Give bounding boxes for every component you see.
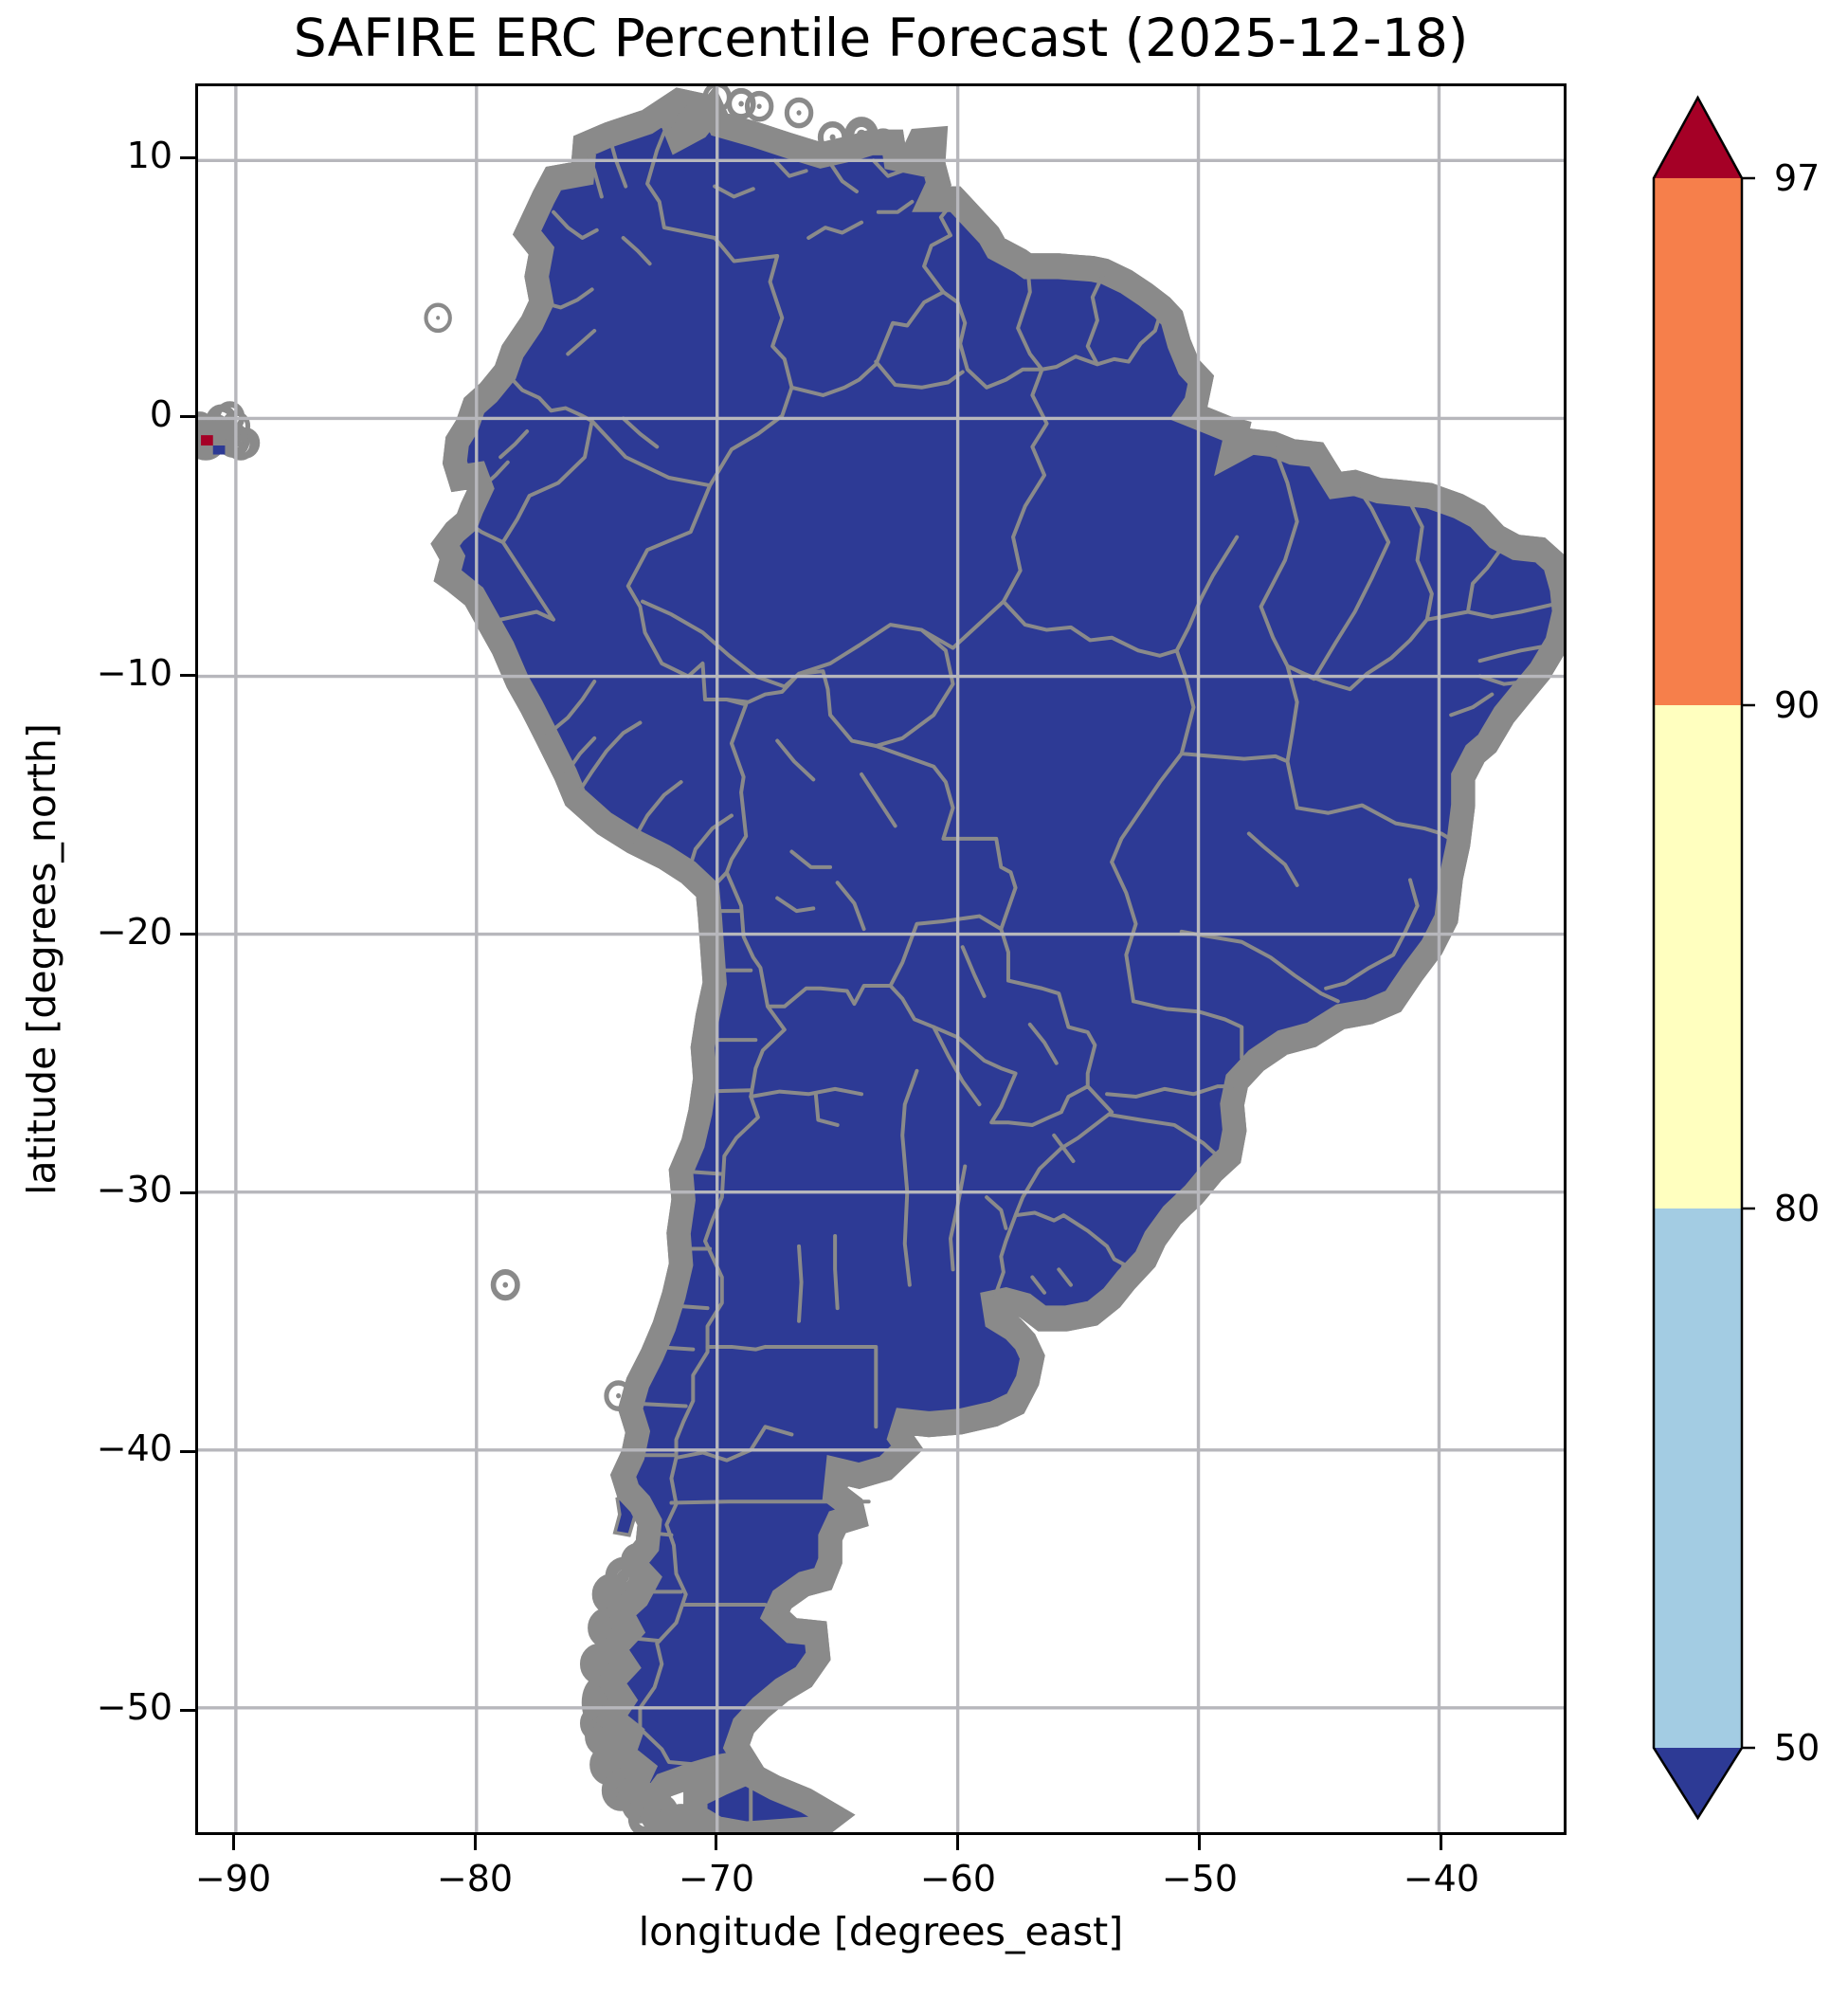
y-tick-label: −20 bbox=[96, 910, 172, 953]
x-tick-label: −50 bbox=[1161, 1858, 1239, 1899]
y-tick-label: 0 bbox=[149, 392, 172, 435]
x-tick-mark bbox=[1198, 1835, 1202, 1850]
x-tick-mark bbox=[1440, 1835, 1443, 1850]
south-america-map bbox=[198, 86, 1564, 1832]
x-tick-mark bbox=[473, 1835, 477, 1850]
y-tick-label: −50 bbox=[96, 1686, 172, 1729]
x-tick-mark bbox=[956, 1835, 960, 1850]
y-tick-mark bbox=[180, 674, 195, 678]
colorbar-tick-marks bbox=[1742, 176, 1755, 1750]
admin-boundaries bbox=[467, 104, 1555, 1832]
y-tick-label: −30 bbox=[96, 1169, 172, 1211]
x-tick-label: −80 bbox=[436, 1858, 514, 1899]
map-plot-area bbox=[195, 83, 1567, 1835]
colorbar bbox=[1652, 95, 1755, 1821]
y-tick-label: −10 bbox=[96, 651, 172, 694]
y-tick-mark bbox=[180, 1190, 195, 1194]
colorbar-segment-50-80 bbox=[1654, 1208, 1742, 1748]
y-tick-mark bbox=[180, 933, 195, 936]
y-tick-mark bbox=[180, 1708, 195, 1712]
percentile-raster-cells-islands bbox=[201, 435, 226, 455]
cell-below_50 bbox=[212, 445, 226, 455]
cell-p97_plus bbox=[201, 435, 213, 446]
colorbar-tick-label: 50 bbox=[1774, 1727, 1821, 1769]
x-axis-label: longitude [degrees_east] bbox=[638, 1909, 1124, 1954]
y-tick-label: 10 bbox=[126, 134, 172, 176]
figure-title: SAFIRE ERC Percentile Forecast (2025-12-… bbox=[293, 8, 1469, 68]
colorbar-tick-label: 80 bbox=[1774, 1188, 1821, 1229]
y-tick-mark bbox=[180, 415, 195, 419]
colorbar-segment-80-90 bbox=[1654, 705, 1742, 1208]
y-tick-mark bbox=[180, 1449, 195, 1453]
colorbar-segment-90-97 bbox=[1654, 178, 1742, 705]
colorbar-over-arrow bbox=[1654, 98, 1742, 178]
y-tick-label: −40 bbox=[96, 1427, 172, 1470]
x-tick-label: −90 bbox=[194, 1858, 272, 1899]
gridlines bbox=[198, 86, 1564, 1832]
x-tick-label: −60 bbox=[919, 1858, 997, 1899]
x-tick-mark bbox=[231, 1835, 235, 1850]
x-tick-mark bbox=[715, 1835, 718, 1850]
x-tick-label: −70 bbox=[678, 1858, 755, 1899]
colorbar-under-arrow bbox=[1654, 1748, 1742, 1818]
y-axis-label: latitude [degrees_north] bbox=[19, 723, 64, 1195]
colorbar-tick-label: 97 bbox=[1774, 157, 1821, 199]
y-tick-mark bbox=[180, 156, 195, 160]
x-tick-label: −40 bbox=[1403, 1858, 1479, 1899]
colorbar-tick-label: 90 bbox=[1774, 684, 1821, 726]
